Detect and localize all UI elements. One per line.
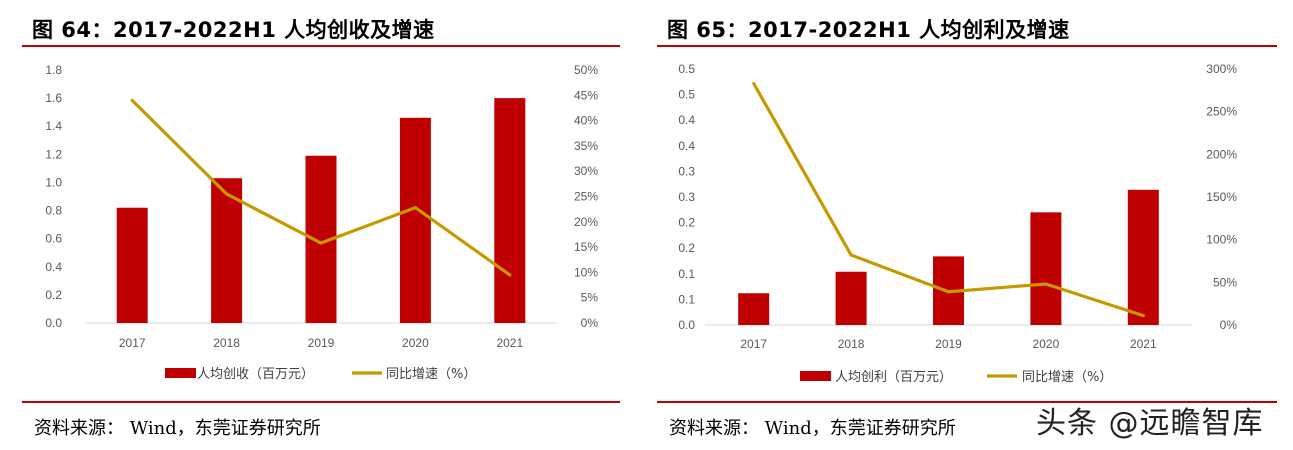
y-tick-label: 0.1 <box>678 292 695 306</box>
y-tick-label: 0.2 <box>678 241 695 255</box>
legend-line-label: 同比增速（%） <box>1022 370 1112 385</box>
y-tick-label: 1.4 <box>45 119 62 133</box>
y-tick-label: 0.0 <box>45 316 62 330</box>
y-tick-label: 0.1 <box>678 267 695 281</box>
y-tick-label: 1.0 <box>45 175 62 189</box>
bar <box>835 271 867 325</box>
watermark: 头条 @远瞻智库 <box>1036 406 1264 441</box>
x-tick-label: 2018 <box>838 337 865 351</box>
y2-tick-label: 45% <box>574 88 598 102</box>
y-tick-label: 0.4 <box>45 260 62 274</box>
y2-tick-label: 0% <box>1220 318 1238 332</box>
chart-panel-right: 图 65：2017-2022H1 人均创利及增速 0.0 0.1 0.1 0.2 0.2… <box>657 0 1277 450</box>
y-tick-label: 1.8 <box>45 63 62 77</box>
x-tick-label: 2018 <box>213 336 240 350</box>
y2-tick-label: 10% <box>574 265 598 279</box>
y-tick-label: 0.2 <box>45 288 62 302</box>
bar <box>116 207 148 323</box>
y2-tick-label: 25% <box>574 190 598 204</box>
x-tick-label: 2020 <box>402 336 429 350</box>
source-note: 资料来源： Wind，东莞证券研究所 <box>669 418 956 439</box>
x-tick-label: 2021 <box>1130 337 1157 351</box>
legend-bar-swatch <box>165 368 196 378</box>
y-tick-label: 0.4 <box>678 113 695 127</box>
y-tick-label: 0.2 <box>678 216 695 230</box>
y-tick-label: 0.5 <box>678 88 695 102</box>
title-divider <box>657 45 1277 47</box>
x-tick-label: 2019 <box>308 336 335 350</box>
y2-tick-label: 15% <box>574 240 598 254</box>
y-tick-label: 0.3 <box>678 190 695 204</box>
bar <box>738 293 770 325</box>
x-tick-label: 2017 <box>119 336 146 350</box>
y2-tick-label: 20% <box>574 215 598 229</box>
x-tick-label: 2020 <box>1033 337 1060 351</box>
y2-tick-label: 5% <box>581 291 599 305</box>
y-tick-label: 0.4 <box>678 139 695 153</box>
y2-tick-label: 250% <box>1206 105 1237 119</box>
legend-bar-label: 人均创利（百万元） <box>835 370 952 385</box>
bar <box>211 178 243 323</box>
chart-panel-left: 图 64：2017-2022H1 人均创收及增速 0.0 0.2 0.4 0.6 0.8… <box>22 0 620 450</box>
y-tick-label: 1.6 <box>45 91 62 105</box>
bar <box>1030 212 1062 325</box>
bar <box>399 117 431 324</box>
y2-tick-label: 35% <box>574 139 598 153</box>
y-tick-label: 0.8 <box>45 204 62 218</box>
x-tick-label: 2021 <box>496 336 523 350</box>
source-divider <box>657 401 1277 403</box>
x-tick-label: 2017 <box>740 337 767 351</box>
y2-tick-label: 200% <box>1206 147 1237 161</box>
source-divider <box>22 401 620 403</box>
y2-tick-label: 50% <box>1213 275 1237 289</box>
y2-tick-label: 30% <box>574 164 598 178</box>
y2-tick-label: 300% <box>1206 62 1237 76</box>
x-tick-label: 2019 <box>935 337 962 351</box>
title-divider <box>22 45 620 47</box>
bar <box>494 98 526 323</box>
chart-title: 图 65：2017-2022H1 人均创利及增速 <box>667 18 1070 42</box>
y-tick-label: 1.2 <box>45 147 62 161</box>
legend-line-label: 同比增速（%） <box>386 367 476 382</box>
y-tick-label: 0.5 <box>678 62 695 76</box>
legend-bar-swatch <box>800 371 831 381</box>
y-tick-label: 0.0 <box>678 318 695 332</box>
chart-title: 图 64：2017-2022H1 人均创收及增速 <box>32 18 435 42</box>
y-tick-label: 0.6 <box>45 232 62 246</box>
y2-tick-label: 150% <box>1206 190 1237 204</box>
y-tick-label: 0.3 <box>678 164 695 178</box>
y2-tick-label: 100% <box>1206 233 1237 247</box>
y2-tick-label: 0% <box>581 316 599 330</box>
source-note: 资料来源： Wind，东莞证券研究所 <box>34 418 321 439</box>
chart-left: 0.0 0.2 0.4 0.6 0.8 1.0 1.2 1.4 1.6 1.8 0% 5% 10% 15%… <box>45 63 599 382</box>
y2-tick-label: 50% <box>574 63 598 77</box>
chart-right: 0.0 0.1 0.1 0.2 0.2 0.3 0.3 0.4 0.4 0.5 0.5 0% 50% 10… <box>678 62 1238 385</box>
y2-tick-label: 40% <box>574 114 598 128</box>
legend-bar-label: 人均创收（百万元） <box>197 367 314 382</box>
bar <box>1127 189 1159 325</box>
